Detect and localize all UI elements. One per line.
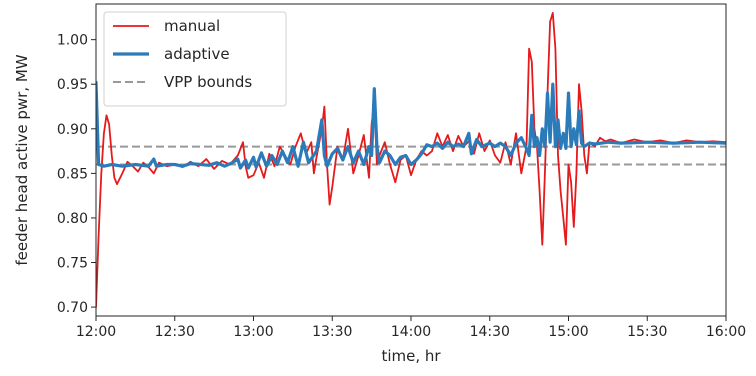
x-tick-label: 14:30: [470, 324, 510, 340]
y-axis-label: feeder head active pwr, MW: [13, 54, 31, 265]
y-tick-label: 0.75: [57, 256, 88, 272]
legend-box: [103, 11, 287, 107]
x-tick-label: 16:00: [706, 324, 746, 340]
y-tick-label: 0.95: [57, 77, 88, 93]
legend-label-adaptive: adaptive: [164, 45, 230, 63]
x-tick-label: 13:30: [312, 324, 352, 340]
x-axis-label: time, hr: [381, 347, 441, 365]
y-tick-label: 1.00: [57, 33, 88, 49]
y-tick-label: 0.90: [57, 122, 88, 138]
series-line-adaptive: [96, 80, 726, 170]
x-tick-label: 13:00: [233, 324, 273, 340]
x-tick-label: 12:00: [76, 324, 116, 340]
x-tick-label: 14:00: [391, 324, 431, 340]
x-tick-label: 12:30: [155, 324, 195, 340]
x-tick-label: 15:00: [548, 324, 588, 340]
legend: manual adaptive VPP bounds: [103, 11, 287, 107]
ticks: 12:00 12:30 13:00 13:30 14:00 14:30 15:00 15:30…: [57, 33, 746, 340]
y-tick-label: 0.70: [57, 300, 88, 316]
plot-content: [96, 12, 726, 308]
legend-label-manual: manual: [164, 17, 220, 35]
x-tick-label: 15:30: [627, 324, 667, 340]
legend-label-bounds: VPP bounds: [164, 73, 252, 91]
y-tick-label: 0.85: [57, 166, 88, 182]
y-tick-label: 0.80: [57, 211, 88, 227]
